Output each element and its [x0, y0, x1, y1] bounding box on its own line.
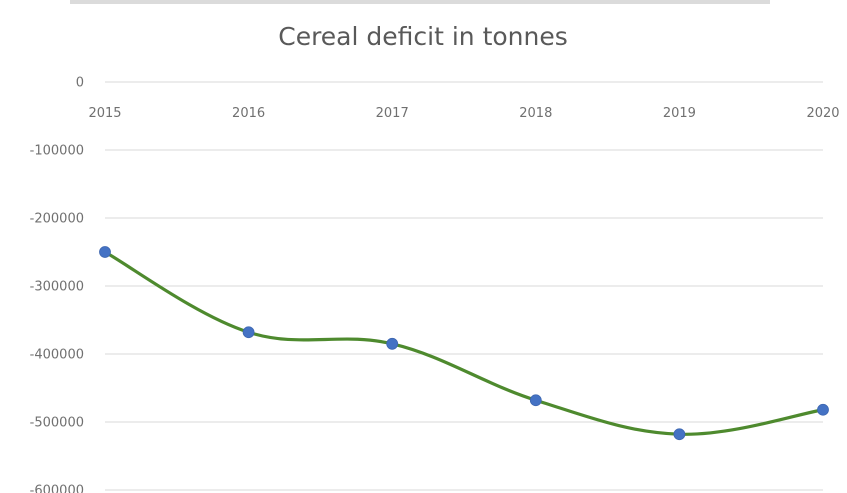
chart-title: Cereal deficit in tonnes	[278, 22, 568, 51]
x-axis-tick-labels: 2015 2016 2017 2018 2019 2020	[88, 106, 839, 121]
x-tick-label: 2019	[663, 106, 696, 121]
marker-group	[99, 246, 829, 441]
y-tick-label: 0	[76, 76, 84, 91]
x-tick-label: 2016	[232, 106, 265, 121]
y-tick-label: -100000	[30, 144, 84, 159]
y-tick-label: -300000	[30, 280, 84, 295]
x-tick-label: 2015	[88, 106, 121, 121]
data-point-marker	[817, 403, 829, 416]
y-axis-tick-labels: 0 -100000 -200000 -300000 -400000 -500000 -600…	[30, 76, 84, 493]
data-point-marker	[99, 246, 111, 258]
cut-off-header-text	[70, 0, 770, 4]
y-tick-label: -600000	[30, 484, 84, 493]
gridlines	[105, 81, 823, 491]
data-point-marker	[529, 394, 542, 407]
data-point-marker	[242, 326, 255, 339]
y-tick-label: -200000	[30, 212, 84, 227]
y-tick-label: -500000	[30, 416, 84, 431]
x-tick-label: 2020	[806, 106, 839, 121]
y-tick-label: -400000	[30, 348, 84, 363]
x-tick-label: 2017	[376, 106, 409, 121]
series-group	[103, 250, 825, 436]
x-tick-label: 2018	[519, 106, 552, 121]
data-point-marker	[386, 337, 399, 350]
data-point-marker	[673, 428, 686, 441]
series-line	[103, 250, 825, 436]
